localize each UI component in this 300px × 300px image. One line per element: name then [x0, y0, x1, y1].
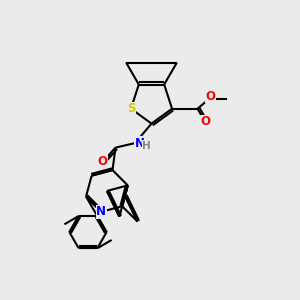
Text: O: O	[206, 89, 215, 103]
Text: O: O	[200, 115, 210, 128]
Text: N: N	[134, 136, 145, 150]
Text: O: O	[97, 154, 107, 168]
Text: N: N	[96, 205, 106, 218]
Text: H: H	[142, 140, 151, 151]
Text: S: S	[127, 102, 135, 115]
